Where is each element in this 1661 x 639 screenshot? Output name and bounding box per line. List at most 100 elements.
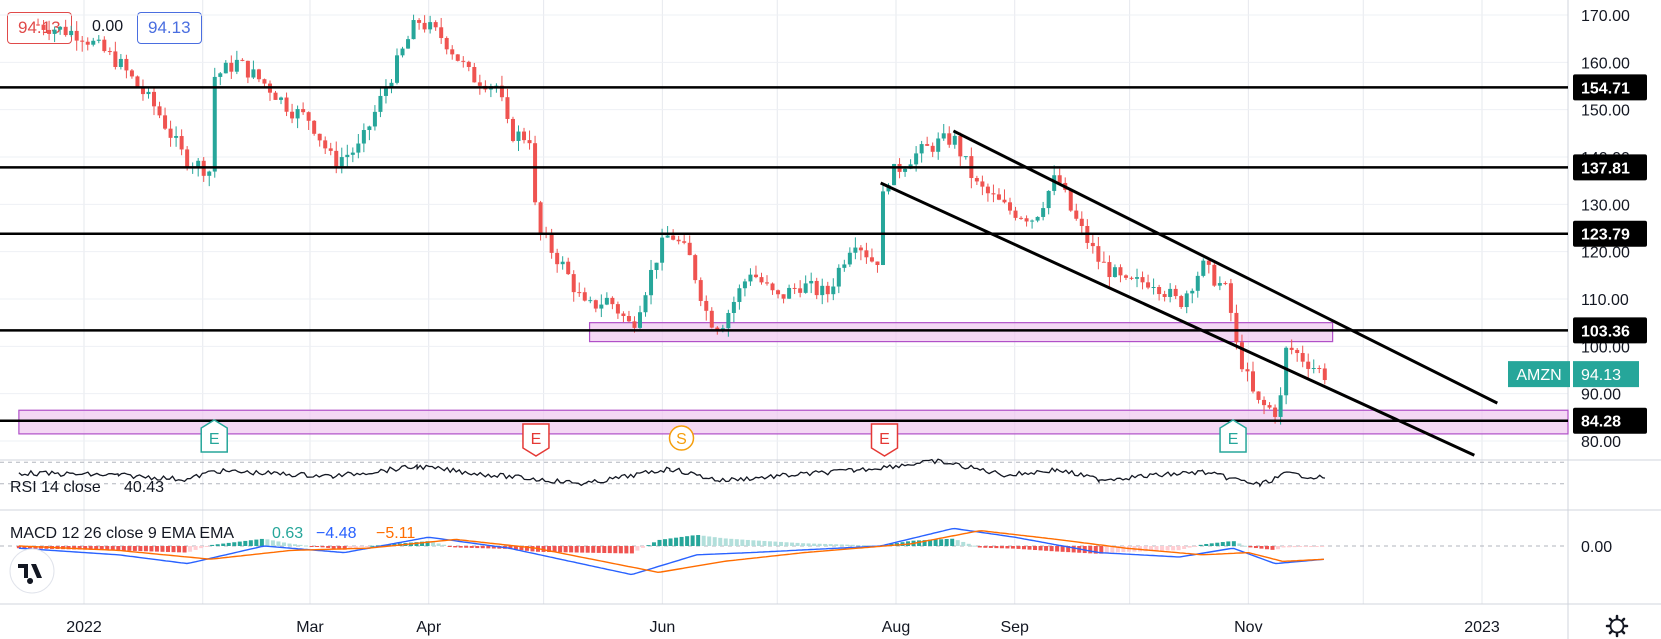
macd-histogram-bar	[530, 546, 535, 552]
trend-line[interactable]	[952, 129, 1498, 405]
level-price-tag[interactable]	[1573, 154, 1647, 181]
macd-histogram-bar	[72, 546, 77, 550]
candle-body	[1173, 288, 1178, 297]
macd-histogram-bar	[420, 541, 425, 546]
candle-body	[991, 193, 996, 195]
macd-histogram-bar	[867, 545, 872, 547]
candle-body	[417, 20, 422, 23]
candle-body	[1250, 371, 1255, 392]
candle-body	[1157, 287, 1162, 295]
macd-histogram-bar	[105, 546, 110, 551]
macd-histogram-bar	[839, 544, 844, 546]
level-price-tag[interactable]	[1573, 220, 1647, 247]
candle-body	[1008, 202, 1013, 211]
macd-histogram-bar	[961, 541, 966, 546]
macd-histogram-bar	[845, 544, 850, 546]
candle-body	[1223, 283, 1228, 285]
macd-histogram-bar	[613, 546, 618, 554]
candle-body	[831, 286, 836, 295]
macd-histogram-bar	[801, 543, 806, 546]
level-price-tag[interactable]	[1573, 317, 1647, 344]
macd-histogram-bar	[712, 537, 717, 546]
candle-body	[698, 280, 703, 301]
candle-body	[1140, 277, 1145, 283]
macd-histogram-bar	[453, 546, 458, 548]
candle-body	[753, 274, 758, 278]
rsi-value: 40.43	[124, 479, 164, 496]
candle-body	[776, 290, 781, 295]
macd-histogram-bar	[994, 546, 999, 549]
candle-body	[820, 285, 825, 296]
candle-body	[610, 297, 615, 305]
macd-histogram-bar	[679, 536, 684, 546]
spread-value: 0.00	[92, 18, 124, 35]
macd-histogram-bar	[944, 539, 949, 546]
level-price-tag[interactable]	[1573, 74, 1647, 101]
last-price-label: 94.13	[1581, 367, 1621, 384]
macd-histogram-bar	[685, 536, 690, 546]
candle-body	[914, 153, 919, 165]
candle-body	[505, 97, 510, 119]
logo-badge[interactable]	[9, 548, 55, 594]
macd-zero-tick: 0.00	[1581, 539, 1612, 556]
macd-histogram-bar	[370, 545, 375, 547]
macd-histogram-bar	[1253, 546, 1258, 549]
candle-body	[229, 62, 234, 72]
candle-body	[1107, 262, 1112, 278]
candle-body	[709, 310, 714, 328]
macd-line	[18, 527, 1324, 576]
macd-histogram-bar	[1270, 546, 1275, 550]
macd-histogram-bar	[983, 546, 988, 548]
candle-body	[36, 24, 41, 26]
candle-body	[146, 91, 151, 95]
candle-body	[85, 41, 90, 45]
macd-histogram-bar	[1242, 545, 1247, 547]
macd-histogram-bar	[778, 541, 783, 546]
candle-body	[1217, 283, 1222, 286]
ask-price-box[interactable]: 94.13	[137, 12, 202, 44]
candle-body	[825, 285, 830, 295]
earnings-marker[interactable]	[522, 423, 550, 457]
macd-histogram-bar	[188, 546, 193, 552]
candle-body	[306, 112, 311, 121]
earnings-marker[interactable]	[200, 419, 228, 453]
y-tick-label: 150.00	[1581, 103, 1630, 120]
candle-body	[798, 288, 803, 293]
macd-histogram-bar	[977, 546, 982, 548]
macd-histogram-bar	[154, 546, 159, 552]
candle-body	[566, 261, 571, 275]
macd-histogram-bar	[988, 546, 993, 548]
candle-body	[787, 287, 792, 299]
candle-body	[571, 274, 576, 293]
macd-histogram-bar	[143, 546, 148, 552]
candle-body	[256, 69, 261, 80]
split-marker[interactable]	[668, 425, 695, 451]
candle-body	[1068, 189, 1073, 211]
macd-histogram-bar	[243, 540, 248, 546]
candle-body	[1273, 407, 1278, 417]
candle-body	[858, 247, 863, 251]
candle-body	[649, 269, 654, 296]
candle-body	[903, 168, 908, 172]
earnings-marker[interactable]	[1219, 419, 1247, 453]
candle-body	[1190, 290, 1195, 294]
level-price-tag[interactable]	[1573, 407, 1647, 434]
earnings-marker[interactable]	[870, 423, 899, 457]
last-price-tag[interactable]	[1573, 361, 1639, 388]
candle-body	[1151, 287, 1156, 289]
trend-line[interactable]	[880, 181, 1475, 457]
candle-body	[1052, 175, 1057, 191]
candle-body	[356, 143, 361, 153]
candle-body	[1146, 282, 1151, 288]
candle-body	[853, 247, 858, 253]
candle-body	[80, 40, 85, 42]
symbol-tag[interactable]	[1508, 361, 1570, 388]
macd-histogram-bar	[745, 539, 750, 546]
macd-histogram-bar	[315, 546, 320, 547]
candle-body	[1046, 190, 1051, 209]
candle-body	[1013, 210, 1018, 218]
candle-body	[279, 97, 284, 100]
gear-icon[interactable]	[1609, 618, 1625, 634]
macd-histogram-bar	[950, 538, 955, 546]
